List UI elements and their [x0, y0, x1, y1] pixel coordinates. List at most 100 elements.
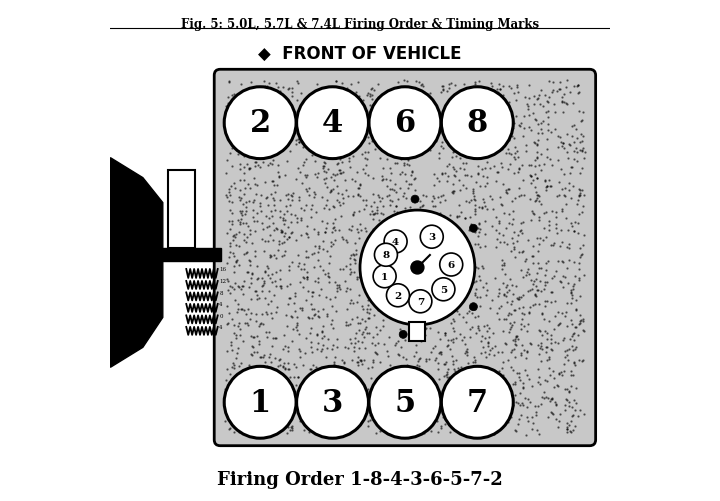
Point	[355, 226, 366, 234]
Point	[367, 210, 379, 218]
Point	[434, 348, 446, 356]
Point	[497, 411, 508, 419]
Point	[338, 413, 350, 421]
Point	[251, 291, 263, 299]
Point	[238, 250, 249, 259]
Point	[564, 241, 575, 249]
Point	[318, 162, 329, 170]
Point	[261, 212, 272, 220]
Point	[225, 342, 237, 350]
Point	[564, 402, 575, 410]
Point	[409, 175, 420, 183]
Point	[512, 369, 523, 377]
Point	[393, 351, 405, 359]
Point	[377, 175, 389, 183]
Point	[225, 339, 237, 347]
Point	[438, 360, 449, 368]
Point	[507, 117, 518, 125]
Point	[451, 392, 463, 400]
Point	[251, 276, 263, 284]
Point	[238, 200, 249, 208]
Point	[395, 326, 406, 334]
Point	[358, 356, 369, 364]
Point	[261, 193, 273, 201]
Point	[294, 139, 305, 147]
Point	[571, 400, 582, 408]
Point	[476, 92, 487, 100]
Point	[541, 336, 552, 344]
Point	[445, 105, 456, 113]
Point	[450, 153, 462, 161]
Point	[501, 109, 513, 117]
Point	[400, 411, 412, 419]
Point	[346, 109, 358, 117]
Point	[258, 278, 270, 286]
Point	[259, 179, 271, 187]
Point	[384, 186, 396, 194]
Point	[549, 109, 561, 117]
Point	[525, 277, 536, 285]
Point	[563, 226, 575, 234]
Point	[306, 251, 318, 259]
Point	[467, 110, 479, 118]
Point	[244, 261, 256, 269]
Point	[574, 319, 585, 327]
Point	[469, 136, 480, 144]
Point	[369, 349, 381, 357]
Point	[256, 236, 268, 244]
Point	[246, 351, 258, 359]
Point	[485, 165, 496, 173]
Point	[539, 298, 551, 306]
Point	[442, 141, 454, 149]
Point	[293, 346, 305, 354]
Point	[496, 266, 508, 274]
Point	[410, 374, 422, 382]
Point	[415, 235, 427, 243]
Point	[240, 220, 252, 228]
Point	[315, 380, 326, 388]
Point	[340, 321, 351, 329]
Point	[434, 289, 446, 297]
Point	[493, 387, 505, 395]
Point	[464, 333, 475, 341]
Point	[567, 346, 578, 354]
Point	[474, 183, 485, 191]
Point	[228, 180, 240, 188]
Point	[224, 192, 235, 200]
Point	[469, 210, 481, 218]
Point	[454, 213, 465, 221]
Point	[431, 267, 442, 275]
Point	[557, 206, 568, 214]
Point	[444, 118, 455, 126]
Point	[366, 364, 378, 372]
Point	[344, 266, 356, 274]
Point	[345, 271, 356, 279]
Point	[226, 220, 238, 228]
Point	[282, 300, 294, 308]
Point	[456, 248, 467, 257]
Point	[348, 269, 360, 277]
Point	[413, 355, 425, 363]
Text: 4: 4	[322, 108, 343, 139]
Point	[456, 371, 468, 379]
Point	[390, 290, 402, 298]
Point	[579, 192, 590, 200]
Point	[441, 177, 452, 185]
Point	[394, 122, 405, 130]
Point	[564, 142, 576, 150]
Point	[320, 183, 332, 191]
Point	[469, 228, 481, 236]
Point	[529, 184, 541, 192]
Point	[297, 143, 308, 151]
Point	[567, 403, 578, 411]
Point	[246, 135, 257, 143]
Point	[508, 154, 519, 162]
Point	[543, 356, 554, 364]
Point	[502, 166, 513, 174]
Point	[257, 321, 269, 329]
Point	[450, 385, 462, 393]
Point	[299, 380, 310, 388]
Point	[541, 182, 552, 190]
Point	[277, 362, 289, 370]
Point	[305, 139, 316, 147]
